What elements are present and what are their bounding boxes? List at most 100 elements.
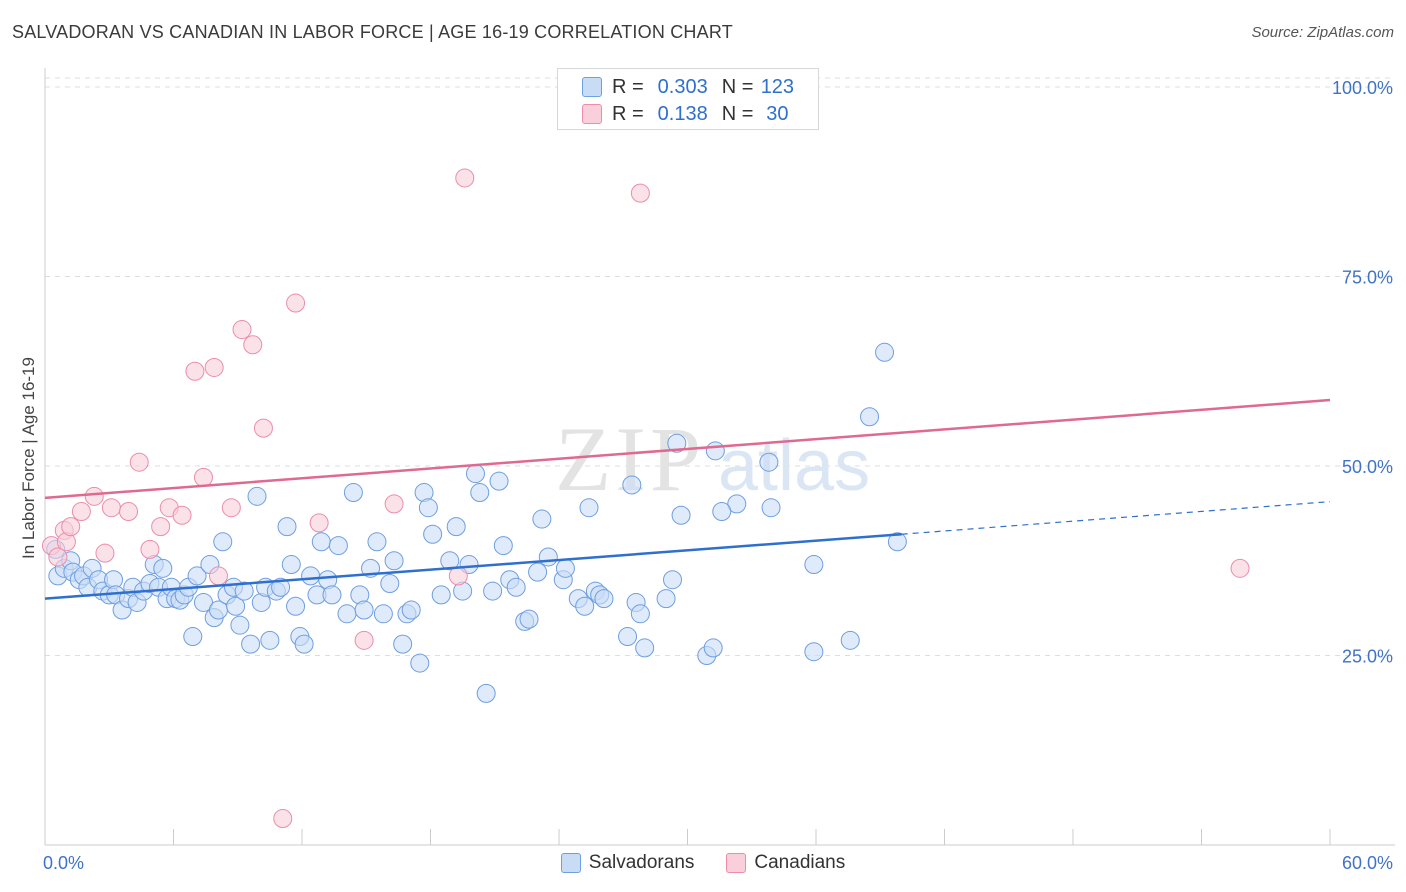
salvadorans-trendline	[44, 532, 902, 600]
salvadoran-point	[727, 494, 747, 514]
x-tick-label: 60.0%	[1342, 853, 1393, 873]
salvadoran-point	[183, 627, 203, 647]
legend-row-canadians: R = 0.138 N = 30	[582, 102, 801, 126]
canadian-point	[253, 418, 273, 438]
salvadoran-point	[804, 642, 824, 662]
salvadoran-point	[241, 634, 261, 654]
salvadoran-point	[804, 555, 824, 575]
salvadoran-point	[575, 596, 595, 616]
y-axis-label: In Labor Force | Age 16-19	[19, 357, 38, 559]
source-label: Source: ZipAtlas.com	[1251, 24, 1394, 41]
canadian-point	[95, 543, 115, 563]
salvadoran-point	[887, 532, 907, 552]
salvadoran-point	[277, 517, 297, 537]
canadian-point	[84, 486, 104, 506]
x-tick-label: 0.0%	[43, 853, 84, 873]
canadian-point	[384, 494, 404, 514]
salvadoran-point	[875, 342, 895, 362]
salvadoran-point	[671, 505, 691, 525]
salvadoran-point	[271, 577, 291, 597]
salvadoran-point	[328, 536, 348, 556]
canadian-point	[232, 320, 252, 340]
salvadoran-point	[759, 452, 779, 472]
legend-item-canadians[interactable]: Canadians	[726, 852, 845, 874]
salvadoran-point	[213, 532, 233, 552]
n-value: 123	[760, 75, 795, 98]
salvadoran-point	[630, 604, 650, 624]
legend-item-salvadorans[interactable]: Salvadorans	[560, 852, 694, 874]
salvadoran-point	[322, 585, 342, 605]
salvadoran-point	[528, 562, 548, 582]
salvadoran-point	[401, 600, 421, 620]
salvadoran-point	[423, 524, 443, 544]
canadian-point	[309, 513, 329, 533]
canadian-point	[354, 630, 374, 650]
salvadoran-point	[470, 483, 490, 503]
r-value: 0.138	[657, 102, 708, 125]
salvadoran-point	[431, 585, 451, 605]
salvadoran-point	[384, 551, 404, 571]
y-tick-label: 50.0%	[1342, 457, 1393, 477]
trendlines	[44, 398, 1331, 600]
salvadoran-point	[840, 630, 860, 650]
r-label: R =	[612, 75, 644, 98]
stats-legend: R = 0.303 N = 123 R = 0.138 N = 30	[557, 68, 819, 130]
salvadoran-point	[476, 683, 496, 703]
y-tick-label: 75.0%	[1342, 268, 1393, 288]
canadian-point	[243, 335, 263, 355]
salvadoran-point	[234, 581, 254, 601]
salvadoran-point	[286, 596, 306, 616]
y-tick-label: 100.0%	[1332, 78, 1393, 98]
salvadoran-point	[343, 483, 363, 503]
legend-label: Canadians	[754, 852, 846, 873]
salvadoran-point	[281, 555, 301, 575]
r-value: 0.303	[657, 75, 708, 98]
salvadorans-swatch	[560, 853, 581, 873]
canadians-swatch	[726, 853, 747, 873]
canadian-point	[1230, 558, 1250, 578]
salvadoran-point	[337, 604, 357, 624]
canadian-point	[140, 539, 160, 559]
salvadoran-point	[354, 600, 374, 620]
canadian-point	[48, 547, 68, 567]
canadian-point	[172, 505, 192, 525]
salvadoran-point	[301, 566, 321, 586]
salvadoran-point	[489, 471, 509, 491]
salvadoran-point	[622, 475, 642, 495]
salvadoran-point	[519, 609, 539, 629]
salvadoran-point	[493, 536, 513, 556]
canadian-point	[286, 293, 306, 313]
x-tick-labels: 0.0% 60.0%	[43, 853, 1393, 873]
salvadoran-point	[446, 517, 466, 537]
canadian-point	[221, 498, 241, 518]
salvadoran-point	[761, 498, 781, 518]
canadian-point	[630, 183, 650, 203]
salvadoran-point	[373, 604, 393, 624]
canadian-point	[455, 168, 475, 188]
salvadoran-point	[367, 532, 387, 552]
salvadoran-point	[538, 547, 558, 567]
salvadoran-point	[393, 634, 413, 654]
watermark-atlas: atlas	[718, 426, 870, 506]
canadians-trendline	[44, 398, 1331, 500]
canadian-point	[208, 566, 228, 586]
salvadoran-point	[618, 627, 638, 647]
y-tick-label: 25.0%	[1342, 647, 1393, 667]
canadians-swatch	[582, 104, 602, 124]
y-tick-labels: 25.0% 50.0% 75.0% 100.0%	[1332, 78, 1393, 667]
salvadoran-point	[667, 433, 687, 453]
salvadoran-point	[294, 634, 314, 654]
axes	[44, 68, 1395, 846]
salvadoran-point	[230, 615, 250, 635]
salvadoran-point	[705, 441, 725, 461]
salvadoran-point	[532, 509, 552, 529]
salvadoran-point	[380, 573, 400, 593]
salvadoran-point	[594, 589, 614, 609]
salvadoran-point	[703, 638, 723, 658]
salvadoran-point	[187, 566, 207, 586]
salvadoran-point	[663, 570, 683, 590]
watermark-zip: ZIP	[555, 408, 705, 510]
salvadoran-point	[712, 501, 732, 521]
salvadoran-point	[247, 486, 267, 506]
